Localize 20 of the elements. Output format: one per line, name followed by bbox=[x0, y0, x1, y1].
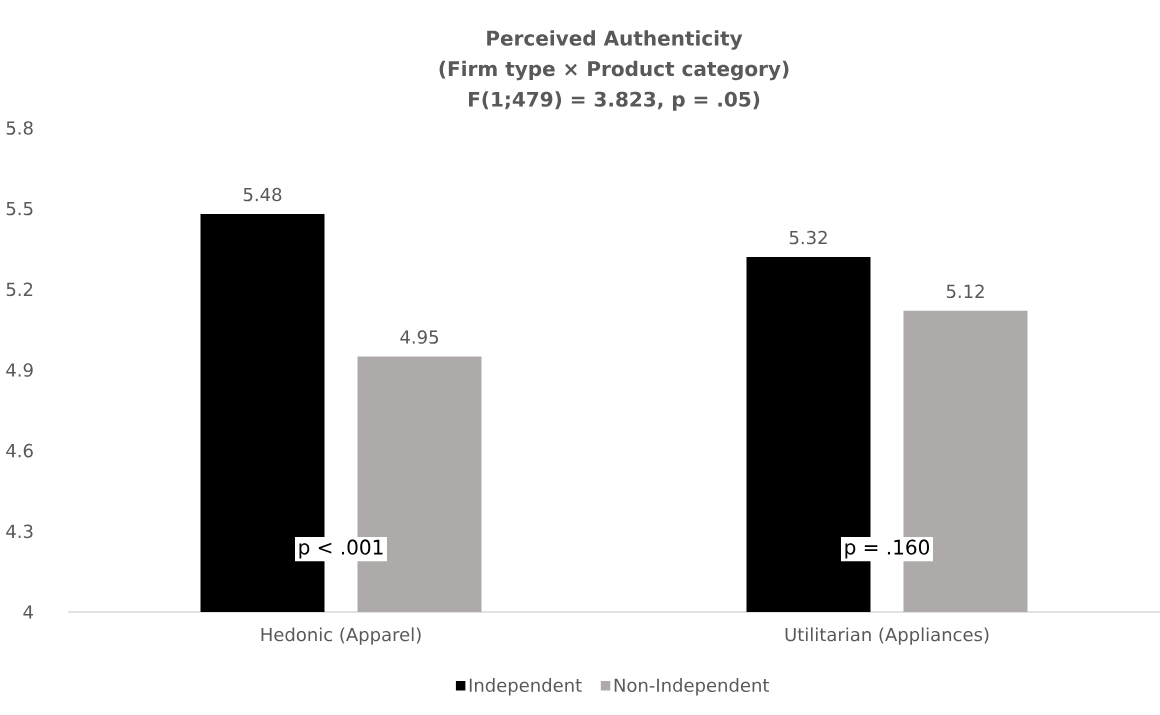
y-tick-label: 4.3 bbox=[6, 524, 33, 539]
y-tick-label: 4 bbox=[23, 605, 33, 619]
data-label: 4.95 bbox=[400, 330, 438, 344]
y-tick-label: 4.9 bbox=[6, 363, 33, 377]
data-label: 5.32 bbox=[789, 230, 827, 245]
data-label: 5.12 bbox=[946, 284, 984, 299]
y-tick-label: 5.2 bbox=[6, 282, 33, 297]
chart-title: Perceived Authenticity bbox=[487, 30, 743, 50]
y-tick-label: 4.6 bbox=[6, 443, 33, 458]
x-tick-label: Hedonic (Apparel) bbox=[261, 627, 421, 645]
chart-subtitle: (Firm type × Product category) bbox=[439, 60, 789, 81]
annotation: p < .001 bbox=[299, 539, 383, 559]
legend-label: Non-Independent bbox=[614, 678, 770, 696]
x-tick-label: Utilitarian (Appliances) bbox=[785, 627, 989, 645]
y-tick-label: 5.5 bbox=[6, 201, 33, 216]
text: F(1;479) = 3.823, p = .05) bbox=[469, 91, 760, 111]
legend-label: Independent bbox=[469, 678, 582, 696]
data-label: 5.48 bbox=[243, 187, 282, 202]
annotation: p = .160 bbox=[845, 539, 930, 559]
y-tick-label: 5.8 bbox=[6, 121, 33, 135]
